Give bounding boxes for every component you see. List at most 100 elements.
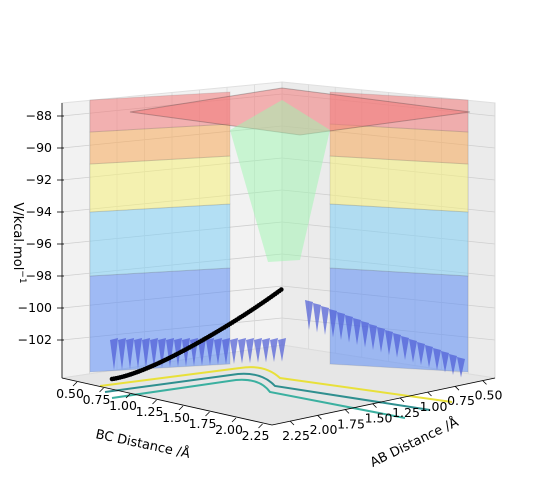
contour-line — [104, 372, 431, 411]
trajectory-point — [279, 287, 284, 292]
bc-tick-label: 1.00 — [109, 398, 137, 413]
surface-edge — [118, 338, 126, 370]
surface-edge — [166, 338, 174, 368]
z-tick-label: −90 — [26, 140, 52, 155]
surface-edge — [126, 338, 134, 370]
surface-edge — [238, 338, 246, 364]
z-axis-label: V/kcal.mol−1 — [10, 202, 27, 283]
contour-line — [99, 366, 453, 403]
floor-contours — [99, 366, 453, 419]
surface-edge — [134, 338, 142, 369]
surface-edge — [262, 338, 270, 363]
surface-edge — [321, 306, 329, 335]
bc-tick-mark — [231, 417, 237, 423]
surface-edge — [369, 324, 377, 350]
surface-edge — [246, 338, 254, 364]
surface-mesh — [89, 87, 471, 378]
surface-edge — [206, 338, 214, 366]
ab-tick-label: 1.25 — [392, 405, 420, 420]
z-tick-label: −88 — [26, 108, 52, 123]
ab-tick-mark — [427, 391, 432, 397]
surface-edge — [433, 348, 441, 370]
surface-edge — [198, 338, 206, 366]
bc-tick-mark — [205, 411, 210, 417]
bc-tick-label: 0.75 — [83, 392, 111, 407]
bc-tick-mark — [258, 423, 263, 429]
bc-tick-label: 0.50 — [56, 386, 84, 401]
bc-tick-mark — [72, 381, 78, 387]
surface-band — [89, 203, 231, 277]
bc-axis-label: BC Distance /Å — [94, 426, 191, 462]
z-tick-label: −98 — [26, 268, 52, 283]
bc-tick-label: 1.50 — [162, 410, 190, 425]
surface-edge — [353, 318, 361, 345]
z-tick-label: −94 — [26, 204, 52, 219]
surface-edge — [457, 357, 465, 378]
ab-tick-label: 1.75 — [337, 416, 365, 431]
ab-tick-mark — [399, 397, 405, 403]
surface-edge — [158, 338, 166, 368]
surface-band — [329, 155, 469, 213]
bc-tick-mark — [99, 387, 104, 393]
contour-line — [111, 378, 406, 419]
surface-edge — [449, 354, 457, 375]
bc-tick-label: 2.00 — [215, 422, 243, 437]
surface-band — [89, 155, 231, 213]
bc-axis-line — [61, 377, 273, 426]
ab-tick-mark — [372, 403, 377, 408]
surface-edge — [313, 303, 321, 333]
surface-edge — [214, 338, 222, 365]
bc-tick-label: 2.25 — [242, 428, 270, 443]
surface-saddle — [230, 100, 330, 262]
ab-tick-mark — [482, 380, 487, 385]
z-tick-label: −102 — [18, 332, 52, 347]
surface-edge — [401, 336, 409, 360]
z-axis: −88 −90 −92 −94 −96 −98 −100 −102 — [18, 103, 64, 378]
surface-edge — [441, 351, 449, 373]
bc-tick-mark — [152, 399, 157, 405]
surface-edge — [337, 312, 345, 340]
surface-band — [329, 267, 469, 373]
surface-edge — [409, 339, 417, 363]
surface-edge — [222, 338, 230, 365]
surface-edge — [385, 330, 393, 355]
ab-tick-mark — [344, 409, 350, 414]
surface-edge — [270, 338, 278, 362]
surface-edge — [182, 338, 190, 367]
ab-tick-label: 2.00 — [310, 422, 338, 437]
surface-edge — [329, 309, 337, 338]
surface-edge — [361, 321, 369, 348]
surface-edge — [305, 300, 313, 330]
surface-edge — [377, 327, 385, 353]
bc-tick-mark — [178, 405, 184, 411]
ab-tick-label: 2.25 — [282, 428, 310, 443]
bc-tick-label: 1.25 — [136, 404, 164, 419]
surface-edge — [345, 315, 353, 343]
surface-edge — [417, 342, 425, 365]
surface-band — [329, 203, 469, 277]
ab-tick-label: 1.00 — [420, 399, 448, 414]
surface-edge — [278, 338, 286, 362]
surface-edge — [150, 338, 158, 368]
z-tick-label: −96 — [26, 236, 52, 251]
ab-axis-line — [271, 377, 496, 426]
z-tick-label: −92 — [26, 172, 52, 187]
surface-edge — [254, 338, 262, 363]
ab-tick-label: 0.75 — [447, 393, 475, 408]
trajectory-line — [109, 287, 284, 382]
z-tick-label: −100 — [18, 300, 52, 315]
surface-edge — [142, 338, 150, 369]
ab-tick-label: 0.50 — [475, 387, 503, 402]
surface-edge — [230, 338, 238, 364]
ab-tick-mark — [289, 420, 295, 426]
bc-axis: 0.500.751.001.251.501.752.002.25 — [56, 377, 273, 443]
ab-axis: 2.25 2.00 1.75 1.50 1.25 1.00 0.75 0.50 — [271, 377, 503, 443]
ab-tick-mark — [454, 385, 460, 391]
surface-edge — [425, 345, 433, 368]
surface-edge — [393, 333, 401, 358]
ab-tick-mark — [317, 414, 322, 420]
bc-tick-mark — [125, 393, 131, 399]
bc-tick-label: 1.75 — [189, 416, 217, 431]
ab-tick-label: 1.50 — [365, 411, 393, 426]
